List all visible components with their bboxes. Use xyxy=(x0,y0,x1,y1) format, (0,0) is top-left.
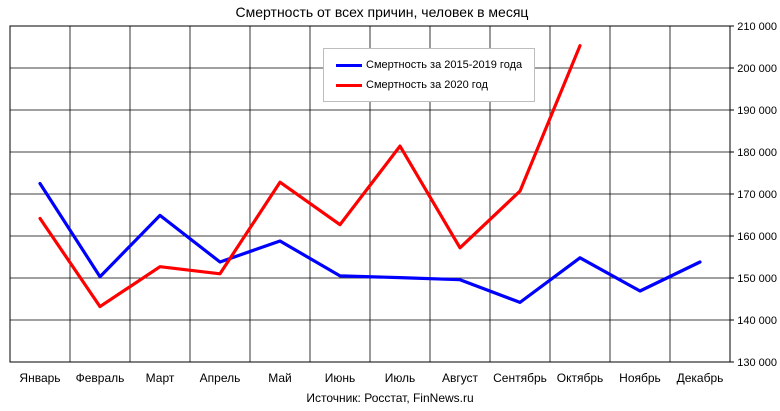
y-tick-label: 180 000 xyxy=(737,147,777,159)
y-tick-label: 130 000 xyxy=(737,357,777,369)
x-tick-label: Октябрь xyxy=(557,371,604,385)
source-note: Источник: Росстат, FinNews.ru xyxy=(306,391,473,405)
x-tick-label: Июль xyxy=(385,371,416,385)
legend: Смертность за 2015-2019 года Смертность … xyxy=(323,48,535,102)
x-tick-label: Март xyxy=(146,371,175,385)
chart-title: Смертность от всех причин, человек в мес… xyxy=(236,4,529,20)
legend-label: Смертность за 2015-2019 года xyxy=(366,59,523,71)
y-axis-ticks: 130 000 140 000 150 000 160 000 170 000 180 0… xyxy=(730,21,777,369)
x-tick-label: Май xyxy=(268,371,292,385)
y-tick-label: 210 000 xyxy=(737,21,777,33)
x-tick-label: Февраль xyxy=(76,371,125,385)
legend-label: Смертность за 2020 год xyxy=(366,79,488,91)
y-tick-label: 200 000 xyxy=(737,63,777,75)
x-tick-label: Июнь xyxy=(325,371,356,385)
series-line-0 xyxy=(38,181,702,304)
x-tick-label: Ноябрь xyxy=(619,371,661,385)
y-tick-label: 170 000 xyxy=(737,189,777,201)
legend-swatch-blue xyxy=(336,63,362,67)
legend-swatch-red xyxy=(336,83,362,87)
y-tick-label: 190 000 xyxy=(737,105,777,117)
x-tick-label: Январь xyxy=(19,371,60,385)
legend-item-2020: Смертность за 2020 год xyxy=(336,77,488,93)
x-tick-label: Декабрь xyxy=(677,371,724,385)
x-tick-label: Апрель xyxy=(200,371,241,385)
y-tick-label: 140 000 xyxy=(737,315,777,327)
series xyxy=(38,44,702,309)
series-line-1 xyxy=(38,44,582,309)
y-tick-label: 160 000 xyxy=(737,231,777,243)
x-tick-label: Сентябрь xyxy=(493,371,547,385)
x-axis-ticks: Январь Февраль Март Апрель Май Июнь Июль Август… xyxy=(19,371,723,385)
y-tick-label: 150 000 xyxy=(737,273,777,285)
legend-item-2015-2019: Смертность за 2015-2019 года xyxy=(336,57,522,73)
x-tick-label: Август xyxy=(442,371,479,385)
